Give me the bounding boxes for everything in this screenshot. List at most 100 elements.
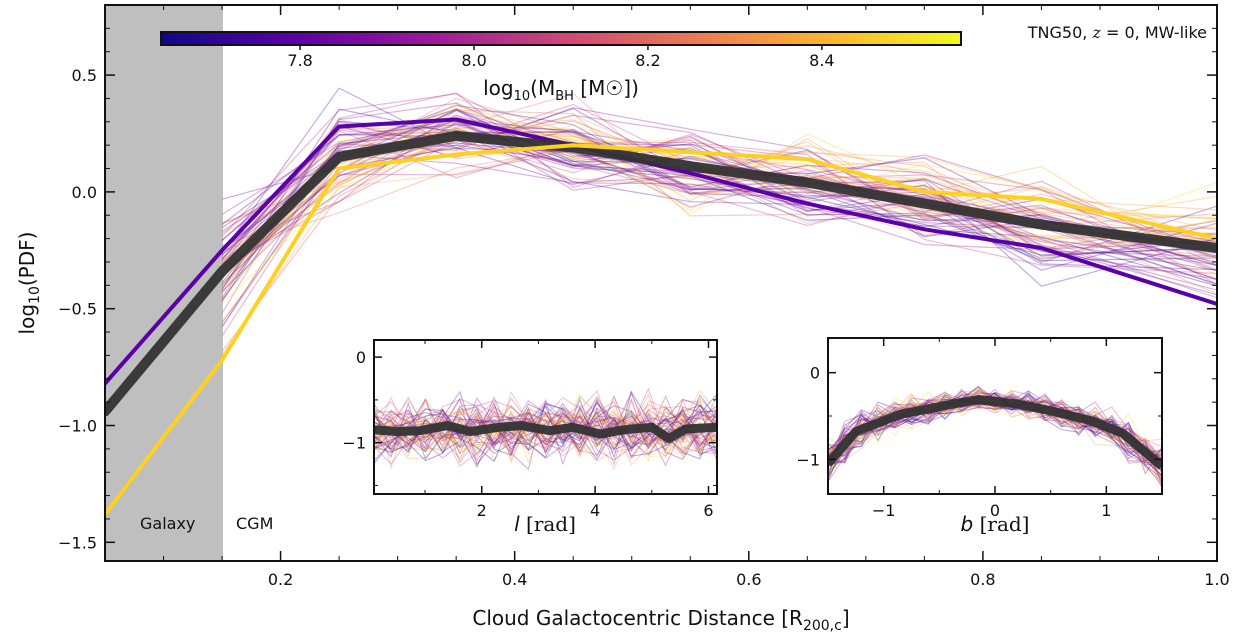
- inset-l-ensemble-line: [374, 393, 717, 462]
- annotation: TNG50, z = 0, MW-like: [1027, 23, 1207, 42]
- x-tick-label: 1: [1101, 501, 1111, 520]
- high-mass-mean-line: [105, 143, 1217, 517]
- ensemble-line: [221, 105, 1217, 288]
- inset-l-ensemble-line: [374, 399, 717, 455]
- ensemble-line: [221, 93, 1217, 267]
- x-tick-label: 0: [990, 501, 1000, 520]
- y-tick-label: −1: [796, 450, 820, 469]
- y-tick-label: 0.0: [72, 183, 97, 202]
- y-tick-label: −0.5: [58, 300, 97, 319]
- median-line: [105, 130, 1217, 417]
- inset-l-ensemble-line: [374, 396, 717, 459]
- colorbar-tick-label: 8.4: [809, 51, 834, 70]
- colorbar-tick-label: 8.2: [635, 51, 660, 70]
- x-tick-label: 0.6: [736, 570, 761, 589]
- inset-b: −1 0 1 0 −1 b [rad]: [796, 337, 1163, 536]
- inset-l-ensemble-line: [374, 400, 717, 449]
- inset-l-frame: [373, 339, 718, 495]
- colorbar-ticks: 7.8 8.0 8.2 8.4: [287, 45, 835, 70]
- ensemble-line: [221, 133, 1217, 277]
- inset-b-ensemble-line: [828, 399, 1162, 484]
- ensemble-line: [221, 124, 1217, 287]
- main-plot: 0.2 0.4 0.6 0.8 1.0 0.5 0.0 −0.5 −1.0 −1.5 Galaxy…: [15, 4, 1230, 634]
- inset-b-ensemble-line: [828, 392, 1162, 457]
- main-frame: [104, 4, 1218, 562]
- inset-l-ensemble-line: [374, 403, 717, 462]
- ensemble-line: [221, 145, 1217, 356]
- x-tick-label: 0.8: [970, 570, 995, 589]
- inset-b-median: [828, 395, 1162, 470]
- inset-b-ensemble-line: [828, 394, 1162, 478]
- ensemble-line: [221, 109, 1217, 268]
- inset-l-ensemble-line: [374, 395, 717, 446]
- colorbar-bar: [160, 31, 962, 46]
- colorbar-tick-label: 7.8: [287, 51, 312, 70]
- inset-l-ensemble-line: [374, 397, 717, 455]
- inset-b-median-line: [828, 395, 1162, 470]
- ensemble-line: [221, 128, 1217, 285]
- inset-l-ensemble-line: [374, 403, 717, 466]
- inset-b-xlabel: b [rad]: [961, 512, 1030, 536]
- ensemble-line: [221, 108, 1217, 287]
- inset-l-ensemble-line: [374, 392, 717, 467]
- y-tick-label: −1.5: [58, 533, 97, 552]
- inset-b-ticks: −1 0 1 0 −1: [796, 338, 1162, 520]
- inset-l-ensemble-line: [374, 401, 717, 455]
- x-tick-label: 4: [590, 501, 600, 520]
- colorbar-label: log10(MBH [M☉]): [483, 76, 639, 104]
- inset-l-ensemble-line: [374, 399, 717, 451]
- x-tick-label: 2: [477, 501, 487, 520]
- inset-l-ensemble-line: [374, 401, 717, 461]
- y-tick-label: 0: [810, 364, 820, 383]
- ensemble-line: [221, 121, 1217, 265]
- inset-l-median-line: [374, 421, 717, 443]
- inset-l-ensemble-line: [374, 411, 717, 468]
- y-tick-label: 0: [356, 348, 366, 367]
- inset-l-ensemble-line: [374, 403, 717, 458]
- inset-l-ensemble-line: [374, 398, 717, 466]
- ensemble-line: [221, 131, 1217, 258]
- inset-l-ensemble-line: [374, 389, 717, 462]
- ensemble-line: [221, 125, 1217, 266]
- inset-b-ensemble-line: [828, 395, 1162, 478]
- ensemble-line: [221, 118, 1217, 278]
- inset-l-ticks: 2 4 6 0 −1: [342, 340, 717, 520]
- y-axis-label: log10(PDF): [15, 232, 43, 335]
- inset-l-ensemble-line: [374, 387, 717, 465]
- inset-l-median: [374, 421, 717, 443]
- inset-l: 2 4 6 0 −1 l [rad]: [342, 339, 718, 536]
- inset-l-xlabel: l [rad]: [514, 512, 576, 536]
- ensemble-line: [221, 133, 1217, 271]
- ensemble-lines: [221, 87, 1217, 356]
- inset-l-ensemble-line: [374, 397, 717, 464]
- cgm-label: CGM: [236, 514, 273, 533]
- y-tick-label: 0.5: [72, 66, 97, 85]
- inset-b-ensemble-line: [828, 401, 1162, 465]
- mean-lines: [105, 117, 1217, 517]
- inset-l-ensemble-line: [374, 396, 717, 450]
- galaxy-region: [105, 5, 223, 561]
- inset-b-ensemble-line: [828, 397, 1162, 466]
- x-tick-label: 0.2: [268, 570, 293, 589]
- ensemble-line: [221, 102, 1217, 299]
- inset-l-ensemble-line: [374, 395, 717, 460]
- inset-l-ensemble-line: [374, 396, 717, 450]
- inset-l-ensemble-line: [374, 397, 717, 455]
- ensemble-line: [221, 118, 1217, 295]
- inset-l-background: [374, 340, 717, 494]
- x-axis-label: Cloud Galactocentric Distance [R200,c]: [472, 606, 849, 634]
- inset-l-ensemble-line: [374, 397, 717, 462]
- ensemble-line: [221, 93, 1217, 260]
- colorbar-tick-label: 8.0: [461, 51, 486, 70]
- main-ticks: 0.2 0.4 0.6 0.8 1.0 0.5 0.0 −0.5 −1.0 −1.5: [58, 5, 1230, 589]
- x-tick-label: 0.4: [502, 570, 527, 589]
- inset-b-ensemble-line: [828, 391, 1162, 471]
- inset-l-ensemble-line: [374, 408, 717, 459]
- y-tick-label: −1: [342, 434, 366, 453]
- inset-b-ensemble-line: [828, 388, 1162, 489]
- x-tick-label: 1.0: [1204, 570, 1229, 589]
- x-tick-label: 6: [703, 501, 713, 520]
- x-tick-label: −1: [872, 501, 896, 520]
- ensemble-line: [221, 133, 1217, 285]
